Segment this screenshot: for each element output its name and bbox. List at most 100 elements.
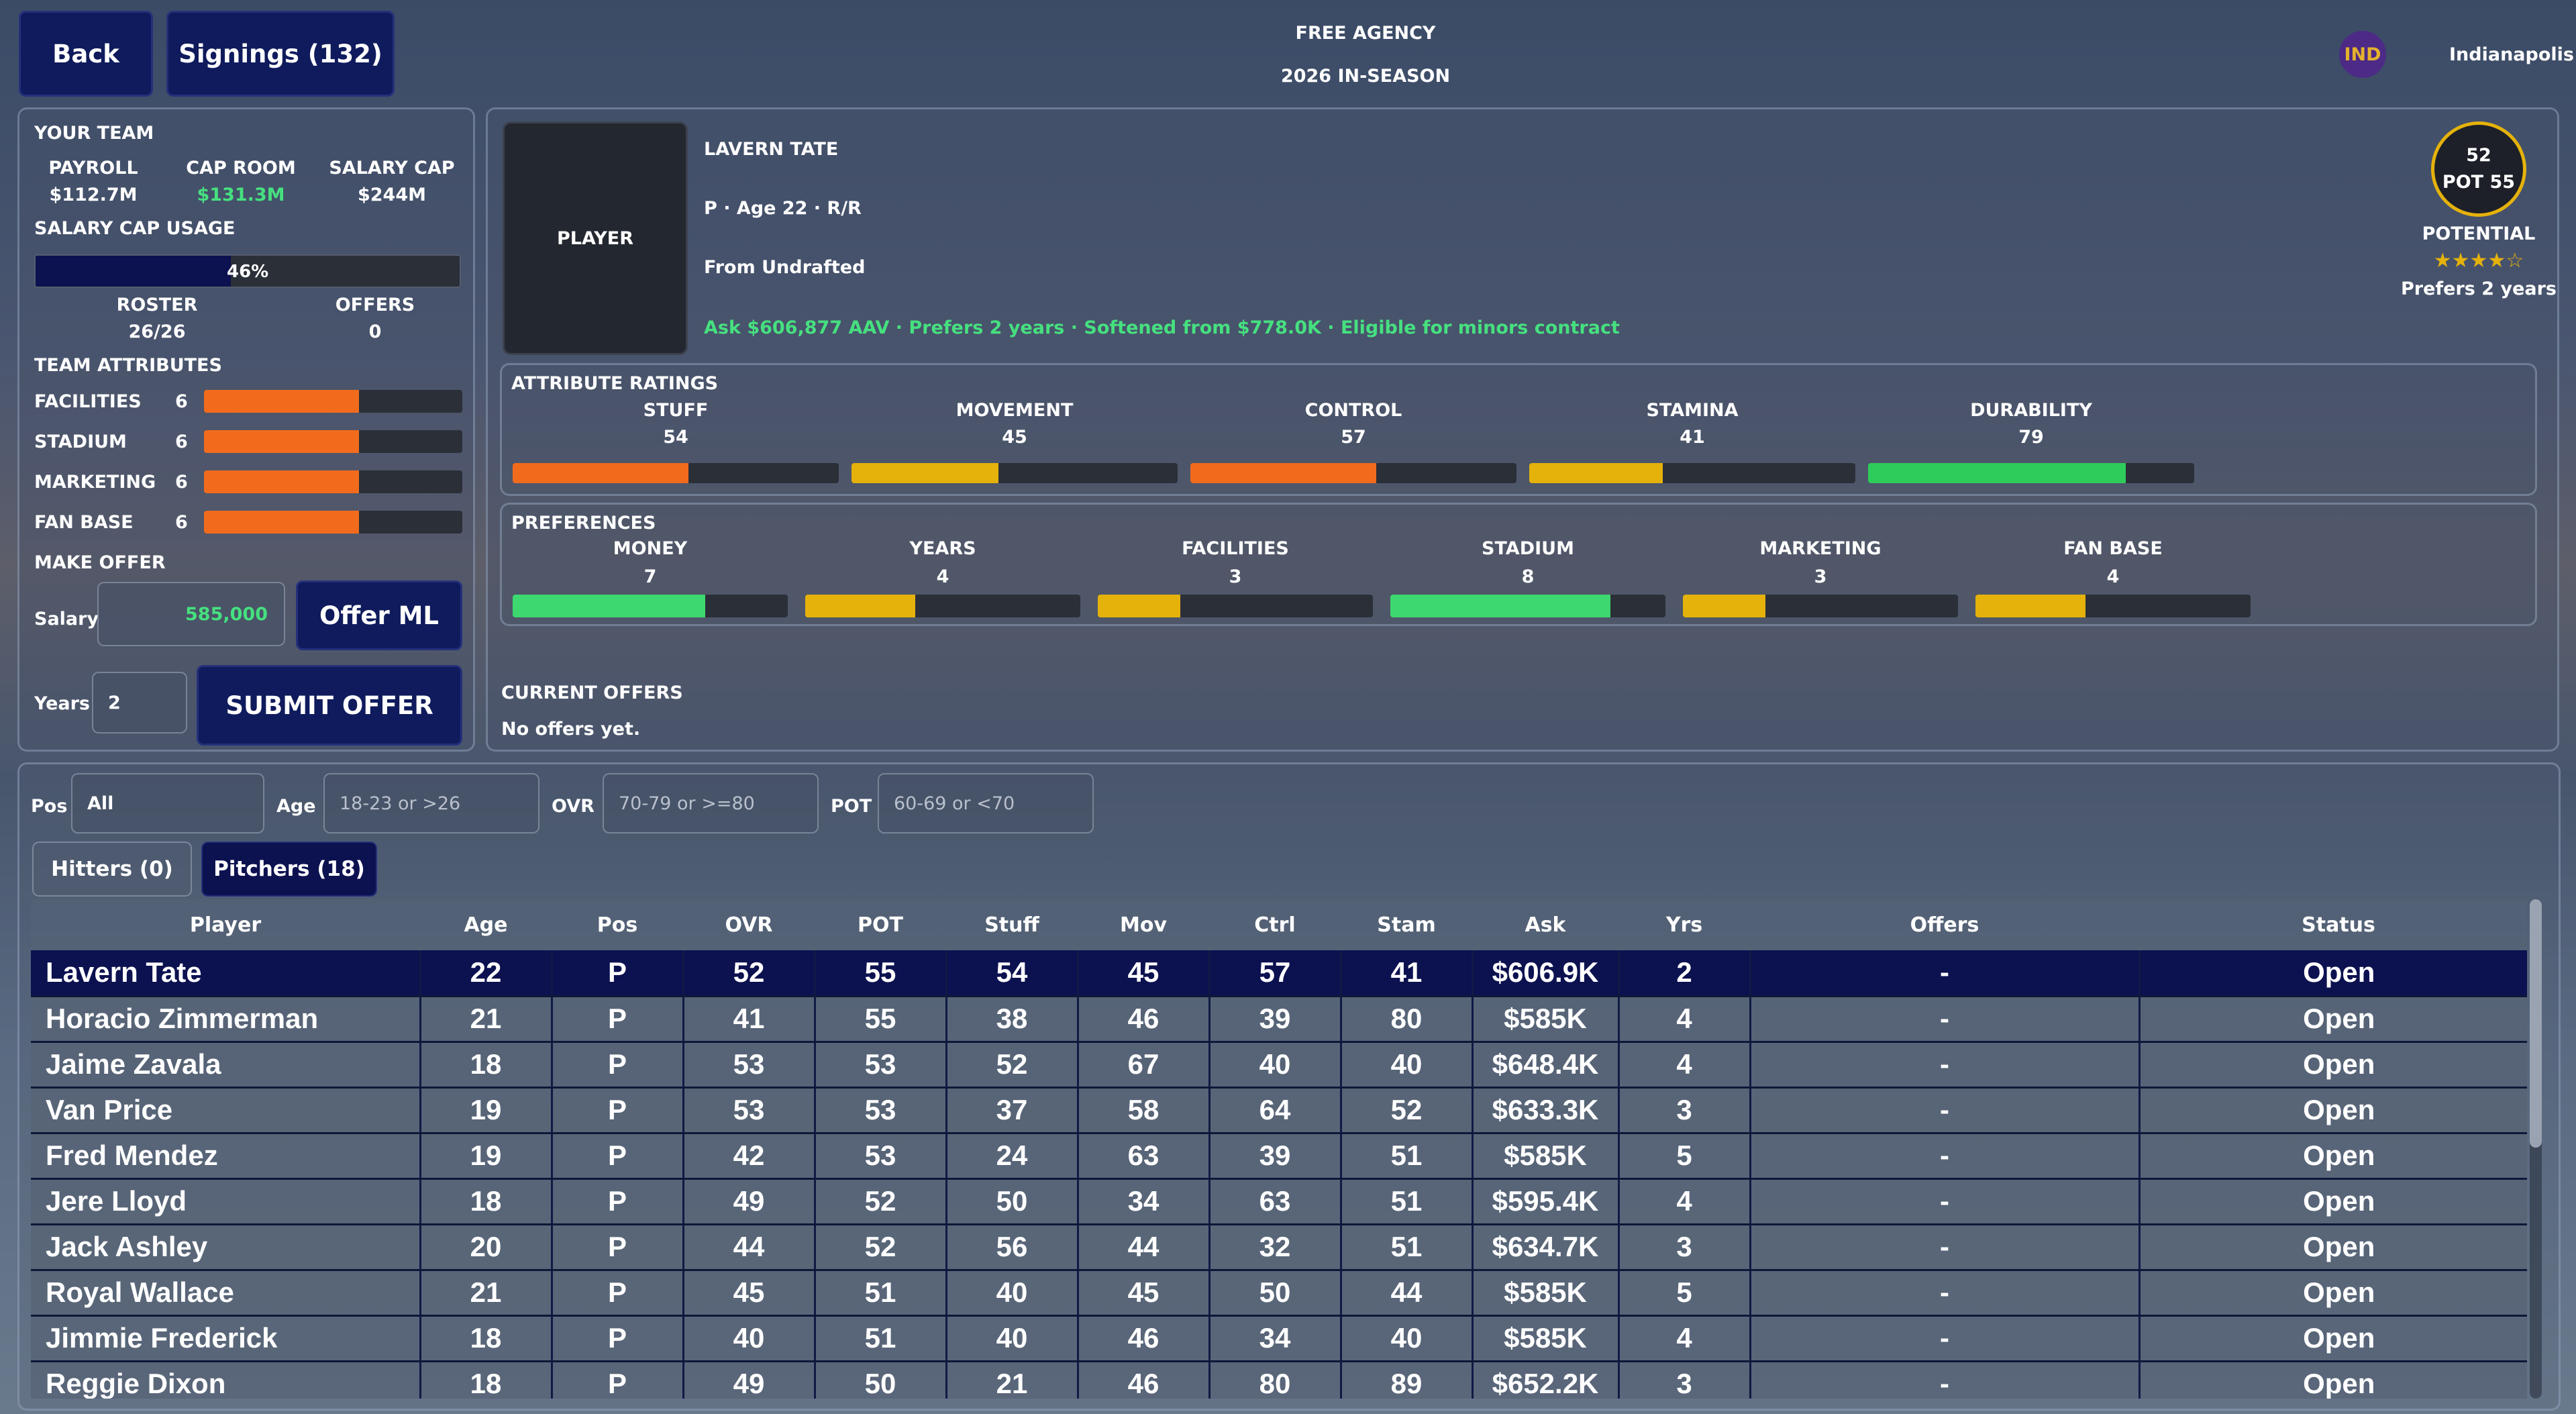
cell-pot: 53 — [815, 1087, 947, 1134]
cell-stam: 41 — [1341, 950, 1474, 997]
cell-pos: P — [552, 1042, 684, 1089]
column-header-pot[interactable]: POT — [858, 913, 903, 937]
attr-durability-label: DURABILITY — [1970, 400, 2092, 421]
attr-durability-fill — [1868, 463, 2126, 483]
column-header-stuff[interactable]: Stuff — [984, 913, 1039, 937]
player-photo: PLAYER — [503, 121, 688, 355]
years-input[interactable]: 2 — [92, 672, 187, 734]
pos-filter-value: All — [87, 793, 114, 814]
pref-money-fill — [513, 595, 705, 617]
cell-offers: - — [1750, 1361, 2141, 1399]
cell-stam: 80 — [1341, 996, 1474, 1043]
tab-pitchers[interactable]: Pitchers (18) — [201, 842, 377, 897]
cell-stam: 52 — [1341, 1087, 1474, 1134]
column-header-ctrl[interactable]: Ctrl — [1254, 913, 1296, 937]
page-subtitle: 2026 IN-SEASON — [1280, 66, 1451, 87]
cell-ask: $606.9K — [1472, 950, 1620, 997]
cell-pos: P — [552, 1133, 684, 1180]
cell-age: 18 — [420, 1315, 553, 1362]
cell-pot: 52 — [815, 1224, 947, 1271]
table-row[interactable]: Lavern Tate 22 P 52 55 54 45 57 41 $606.9K 2- Open — [31, 950, 2527, 997]
pot-filter[interactable]: 60-69 or <70 — [878, 773, 1094, 834]
tab-hitters[interactable]: Hitters (0) — [32, 842, 192, 897]
cell-ctrl: 39 — [1209, 1133, 1342, 1180]
pref-stadium-bar — [1390, 595, 1665, 617]
salary-cap-value: $244M — [357, 185, 426, 205]
cell-offers: - — [1750, 1087, 2141, 1134]
team-name: Indianapolis — [2449, 44, 2574, 65]
cell-age: 18 — [420, 1042, 553, 1089]
attribute-ratings-title: ATTRIBUTE RATINGS — [511, 373, 719, 394]
pref-money-bar — [513, 595, 788, 617]
attr-stamina-label: STAMINA — [1646, 400, 1739, 421]
pref-facilities-bar — [1098, 595, 1373, 617]
column-header-status[interactable]: Status — [2302, 913, 2375, 937]
table-header: Player Age Pos OVR POT Stuff Mov Ctrl Stam Ask Yrs… — [31, 899, 2527, 950]
cell-mov: 67 — [1078, 1042, 1210, 1089]
table-row[interactable]: Jimmie Frederick 18 P 40 51 40 46 34 40 $585K 4- Op… — [31, 1315, 2527, 1362]
pot-filter-label: POT — [831, 796, 872, 817]
table-row[interactable]: Jere Lloyd 18 P 49 52 50 34 63 51 $595.4K 4- Open — [31, 1178, 2527, 1225]
cell-ovr: 40 — [683, 1315, 816, 1362]
pref-fan-base-value: 4 — [2106, 566, 2120, 587]
table-row[interactable]: Fred Mendez 19 P 42 53 24 63 39 51 $585K 5- Open — [31, 1133, 2527, 1180]
cell-status: Open — [2139, 1361, 2527, 1399]
table-row[interactable]: Jack Ashley 20 P 44 52 56 44 32 51 $634.7K 3- Open — [31, 1224, 2527, 1271]
table-scrollbar[interactable] — [2530, 899, 2542, 1399]
cell-player: Royal Wallace — [31, 1270, 421, 1317]
table-row[interactable]: Reggie Dixon 18 P 49 50 21 46 80 89 $652.2K 3- Open — [31, 1361, 2527, 1399]
column-header-player[interactable]: Player — [189, 913, 262, 937]
salary-label: Salary — [34, 609, 99, 629]
team-attr-fan-base-fill — [204, 511, 359, 534]
column-header-mov[interactable]: Mov — [1119, 913, 1168, 937]
column-header-age[interactable]: Age — [464, 913, 508, 937]
cell-ask: $652.2K — [1472, 1361, 1620, 1399]
attr-stamina-value: 41 — [1680, 427, 1705, 448]
salary-input[interactable]: 585,000 — [97, 582, 285, 646]
cell-stuff: 37 — [946, 1087, 1079, 1134]
cell-stuff: 54 — [946, 950, 1079, 997]
cell-pot: 50 — [815, 1361, 947, 1399]
column-header-offers[interactable]: Offers — [1910, 913, 1979, 937]
column-header-ask[interactable]: Ask — [1525, 913, 1566, 937]
cell-age: 18 — [420, 1361, 553, 1399]
team-attr-facilities-value: 6 — [175, 391, 188, 412]
column-header-ovr[interactable]: OVR — [725, 913, 773, 937]
table-row[interactable]: Jaime Zavala 18 P 53 53 52 67 40 40 $648.4K 4- Open — [31, 1042, 2527, 1089]
team-attr-stadium-fill — [204, 430, 359, 453]
cell-pot: 53 — [815, 1042, 947, 1089]
column-header-pos[interactable]: Pos — [597, 913, 638, 937]
submit-offer-button[interactable]: SUBMIT OFFER — [197, 665, 462, 746]
back-button[interactable]: Back — [19, 11, 153, 97]
cell-pos: P — [552, 1087, 684, 1134]
current-offers-title: CURRENT OFFERS — [501, 683, 683, 703]
pos-filter[interactable]: All — [71, 773, 264, 834]
player-ask: Ask $606,877 AAV · Prefers 2 years · Sof… — [704, 317, 1620, 338]
cell-status: Open — [2139, 1315, 2527, 1362]
team-attr-fan-base-label: FAN BASE — [34, 512, 134, 533]
offer-ml-button[interactable]: Offer ML — [296, 580, 462, 650]
cell-mov: 45 — [1078, 950, 1210, 997]
table-row[interactable]: Van Price 19 P 53 53 37 58 64 52 $633.3K 3- Open — [31, 1087, 2527, 1134]
table-scrollbar-thumb[interactable] — [2530, 899, 2542, 1148]
cell-status: Open — [2139, 996, 2527, 1043]
cell-stuff: 56 — [946, 1224, 1079, 1271]
table-row[interactable]: Royal Wallace 21 P 45 51 40 45 50 44 $585K 5- Open — [31, 1270, 2527, 1317]
table-row[interactable]: Horacio Zimmerman 21 P 41 55 38 46 39 80 $585K 4- O… — [31, 996, 2527, 1043]
cell-ctrl: 64 — [1209, 1087, 1342, 1134]
pref-facilities-value: 3 — [1229, 566, 1242, 587]
ovr-filter[interactable]: 70-79 or >=80 — [603, 773, 819, 834]
salary-cap-label: SALARY CAP — [329, 158, 455, 179]
team-attr-fan-base-value: 6 — [175, 512, 188, 533]
attr-control-label: CONTROL — [1304, 400, 1402, 421]
pref-money-label: MONEY — [613, 538, 688, 559]
signings-button[interactable]: Signings (132) — [166, 11, 395, 97]
player-panel: PLAYER LAVERN TATE P · Age 22 · R/R From… — [486, 107, 2559, 752]
attr-control-bar — [1190, 463, 1516, 483]
cell-pot: 51 — [815, 1270, 947, 1317]
column-header-stam[interactable]: Stam — [1377, 913, 1436, 937]
age-filter[interactable]: 18-23 or >26 — [323, 773, 539, 834]
attr-control-value: 57 — [1341, 427, 1366, 448]
column-header-yrs[interactable]: Yrs — [1665, 913, 1703, 937]
cell-age: 20 — [420, 1224, 553, 1271]
